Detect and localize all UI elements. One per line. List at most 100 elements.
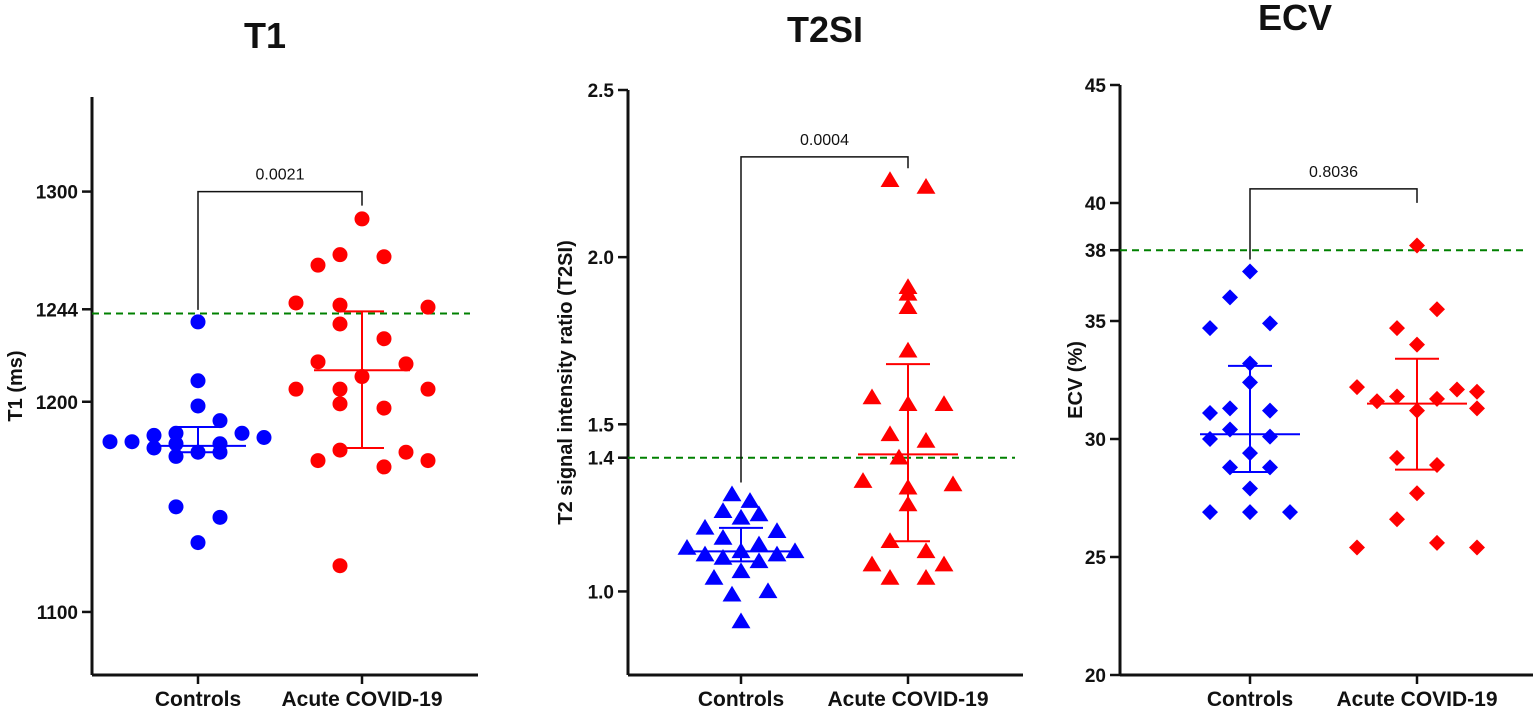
data-point [862, 555, 882, 572]
summary-acute-covid-19 [314, 310, 410, 450]
data-point [420, 453, 436, 469]
y-tick-label: 1.5 [588, 415, 615, 436]
p-value-label-t2si: 0.0004 [800, 132, 849, 149]
data-point [916, 177, 936, 194]
y-tick-label: 30 [1085, 430, 1106, 451]
data-point [898, 298, 918, 315]
data-point [310, 257, 326, 273]
data-point [1409, 237, 1425, 254]
data-point [943, 475, 963, 492]
data-point [704, 569, 724, 585]
data-point [124, 434, 140, 450]
data-point [1262, 315, 1278, 332]
x-tick-label-acute-covid-19: Acute COVID-19 [281, 688, 442, 711]
data-point [1242, 480, 1258, 497]
x-tick-label-acute-covid-19: Acute COVID-19 [1336, 688, 1497, 711]
data-point [376, 331, 392, 347]
data-point [1409, 485, 1425, 502]
data-point [332, 297, 348, 313]
data-point [785, 542, 805, 559]
data-point [190, 535, 206, 551]
summary-controls [150, 425, 246, 454]
data-point [256, 429, 272, 445]
x-tick-label-acute-covid-19: Acute COVID-19 [827, 688, 988, 711]
data-point [1242, 263, 1258, 280]
y-axis-label-ecv: ECV (%) [1065, 341, 1087, 419]
panel-t1: T1 T1 (ms) 1100 1200 1244 1300 Controls Acute C… [5, 15, 478, 711]
y-tick-label: 25 [1085, 548, 1107, 569]
summary-acute-covid-19 [1367, 357, 1467, 471]
data-point [1469, 400, 1485, 417]
data-point [332, 381, 348, 397]
data-point [1389, 388, 1405, 405]
data-point [713, 502, 733, 518]
data-point [168, 425, 184, 441]
data-point [190, 373, 206, 389]
y-axis-label-t2si: T2 signal intensity ratio (T2SI) [555, 240, 577, 525]
y-tick-label: 1200 [36, 393, 78, 414]
data-point [1222, 289, 1238, 306]
data-point [731, 562, 751, 579]
data-point [288, 381, 304, 397]
data-point [168, 436, 184, 452]
data-point [420, 381, 436, 397]
data-point [168, 499, 184, 515]
data-point [332, 316, 348, 332]
y-tick-label: 38 [1085, 241, 1106, 262]
data-point [332, 247, 348, 263]
x-tick-label-controls: Controls [1207, 688, 1293, 711]
data-point [332, 558, 348, 574]
data-point [420, 299, 436, 315]
data-point [1202, 405, 1218, 422]
data-point [398, 356, 414, 372]
data-point [376, 459, 392, 475]
data-point [1222, 400, 1238, 417]
data-point [713, 528, 733, 545]
p-value-label-ecv: 0.8036 [1309, 164, 1358, 181]
y-tick-label: 45 [1085, 76, 1107, 97]
y-tick-label: 1244 [36, 300, 79, 321]
data-point [376, 400, 392, 416]
y-tick-label: 40 [1085, 194, 1106, 215]
data-point [1449, 381, 1465, 398]
data-point [749, 505, 769, 522]
data-point [1242, 504, 1258, 521]
series-acute-covid-19 [1349, 237, 1485, 556]
data-point [1202, 320, 1218, 337]
data-point [310, 453, 326, 469]
series-controls [677, 485, 805, 629]
data-point [1262, 402, 1278, 419]
data-point [749, 552, 769, 569]
y-tick-label: 2.5 [588, 81, 615, 102]
chart-title-t2si: T2SI [787, 9, 863, 50]
data-point [1202, 504, 1218, 521]
data-point [398, 444, 414, 460]
y-tick-label: 20 [1085, 666, 1106, 687]
data-point [190, 398, 206, 414]
y-tick-label: 1300 [36, 183, 78, 204]
significance-bracket-t2si [740, 156, 909, 483]
data-point [190, 314, 206, 330]
data-point [916, 542, 936, 559]
data-point [310, 354, 326, 370]
data-point [898, 284, 918, 301]
data-point [934, 555, 954, 572]
x-tick-label-controls: Controls [155, 688, 241, 711]
data-point [212, 509, 228, 525]
data-point [1429, 534, 1445, 551]
panel-ecv: ECV ECV (%) 20 25 30 35 38 40 45 Controls Acute CO… [1065, 0, 1533, 711]
x-tick-label-controls: Controls [698, 688, 784, 711]
data-point [677, 538, 697, 555]
data-point [731, 612, 751, 629]
series-controls [1202, 263, 1298, 521]
data-point [916, 569, 936, 585]
series-acute-covid-19 [288, 211, 436, 574]
data-point [880, 425, 900, 442]
significance-bracket-ecv [1249, 188, 1418, 260]
data-point [1429, 301, 1445, 318]
summary-controls [691, 526, 791, 563]
chart-title-ecv: ECV [1258, 0, 1332, 38]
data-point [880, 171, 900, 188]
data-point [695, 518, 715, 535]
